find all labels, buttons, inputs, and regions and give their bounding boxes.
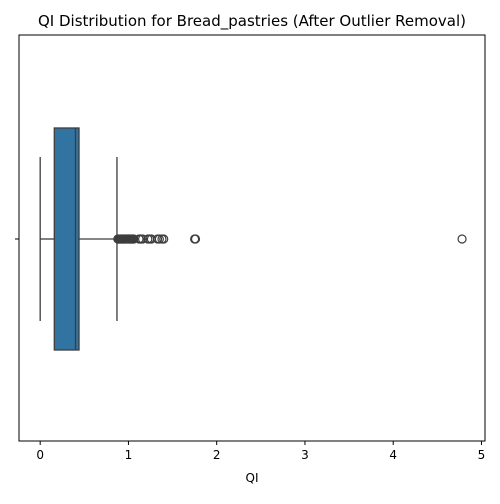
outlier-point xyxy=(129,234,139,244)
outlier-point xyxy=(457,234,467,244)
outlier-point xyxy=(190,234,201,244)
x-axis-label: QI xyxy=(246,471,259,485)
x-tick-label: 5 xyxy=(478,448,486,462)
x-tick-label: 3 xyxy=(301,448,309,462)
axes-frame xyxy=(18,34,486,442)
x-tick-label: 0 xyxy=(36,448,44,462)
outlier-point xyxy=(154,234,164,244)
chart-title: QI Distribution for Bread_pastries (Afte… xyxy=(38,12,466,31)
outlier-point xyxy=(137,234,148,244)
x-tick-label: 2 xyxy=(213,448,221,462)
outlier-point xyxy=(159,234,169,244)
x-tick-label: 1 xyxy=(125,448,133,462)
plot-area: 0 1 2 3 4 5 xyxy=(15,34,486,462)
x-tick-label: 4 xyxy=(389,448,397,462)
